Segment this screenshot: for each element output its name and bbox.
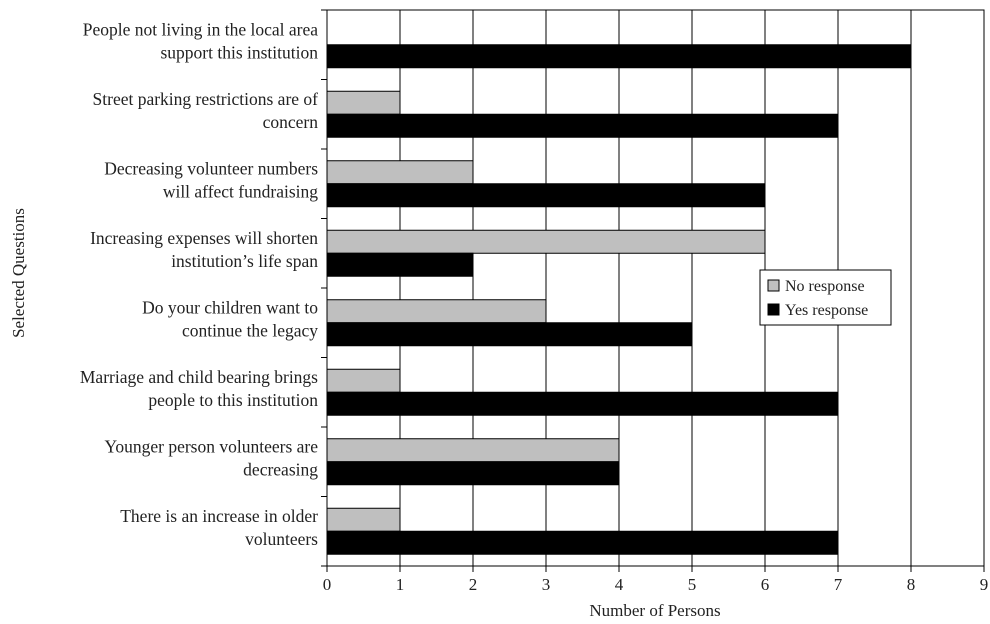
legend-label: Yes response <box>785 302 868 319</box>
legend-swatch <box>767 303 780 316</box>
bar-no-response <box>326 438 620 463</box>
bar-no-response <box>326 507 401 532</box>
category-label: People not living in the local area <box>83 19 318 39</box>
category-label: support this institution <box>160 42 318 62</box>
category-label: concern <box>263 112 319 132</box>
x-axis-title: Number of Persons <box>589 601 720 620</box>
legend-box <box>759 269 892 326</box>
bar-no-response <box>326 90 401 115</box>
bar-yes-response <box>326 252 474 277</box>
bar-no-response <box>326 229 766 254</box>
category-label: people to this institution <box>148 390 318 410</box>
bar-yes-response <box>326 44 912 69</box>
category-label: There is an increase in older <box>120 506 318 526</box>
x-tick-label: 2 <box>469 575 478 594</box>
legend-swatch <box>767 279 780 292</box>
category-label: Increasing expenses will shorten <box>90 228 318 248</box>
category-label: Do your children want to <box>142 297 318 317</box>
x-tick-label: 1 <box>396 575 405 594</box>
category-label: Decreasing volunteer numbers <box>104 158 318 178</box>
bar-no-response <box>326 368 401 393</box>
category-label: Street parking restrictions are of <box>93 89 319 109</box>
x-tick-label: 0 <box>323 575 332 594</box>
category-label: will affect fundraising <box>163 181 318 201</box>
x-tick-label: 7 <box>834 575 843 594</box>
category-label: Younger person volunteers are <box>104 436 318 456</box>
bar-yes-response <box>326 461 620 486</box>
category-label: institution’s life span <box>171 251 318 271</box>
bar-yes-response <box>326 530 839 555</box>
legend: No response Yes response <box>759 269 892 326</box>
bar-no-response <box>326 160 474 185</box>
bar-no-response <box>326 299 547 324</box>
bar-yes-response <box>326 183 766 208</box>
category-label: continue the legacy <box>182 320 318 340</box>
y-axis-title: Selected Questions <box>9 208 28 338</box>
category-label: decreasing <box>243 459 318 479</box>
x-tick-label: 4 <box>615 575 624 594</box>
axes: 0 1 2 3 4 5 6 7 8 9 <box>321 9 989 594</box>
category-labels: People not living in the local area suppo… <box>80 19 318 549</box>
x-tick-label: 3 <box>542 575 551 594</box>
bars <box>326 44 912 555</box>
bar-yes-response <box>326 113 839 138</box>
bar-yes-response <box>326 391 839 416</box>
x-tick-label: 6 <box>761 575 770 594</box>
bar-yes-response <box>326 322 693 347</box>
x-tick-label: 9 <box>980 575 989 594</box>
category-label: volunteers <box>245 529 318 549</box>
legend-label: No response <box>785 278 865 295</box>
x-tick-label: 5 <box>688 575 697 594</box>
x-tick-label: 8 <box>907 575 916 594</box>
category-label: Marriage and child bearing brings <box>80 367 318 387</box>
